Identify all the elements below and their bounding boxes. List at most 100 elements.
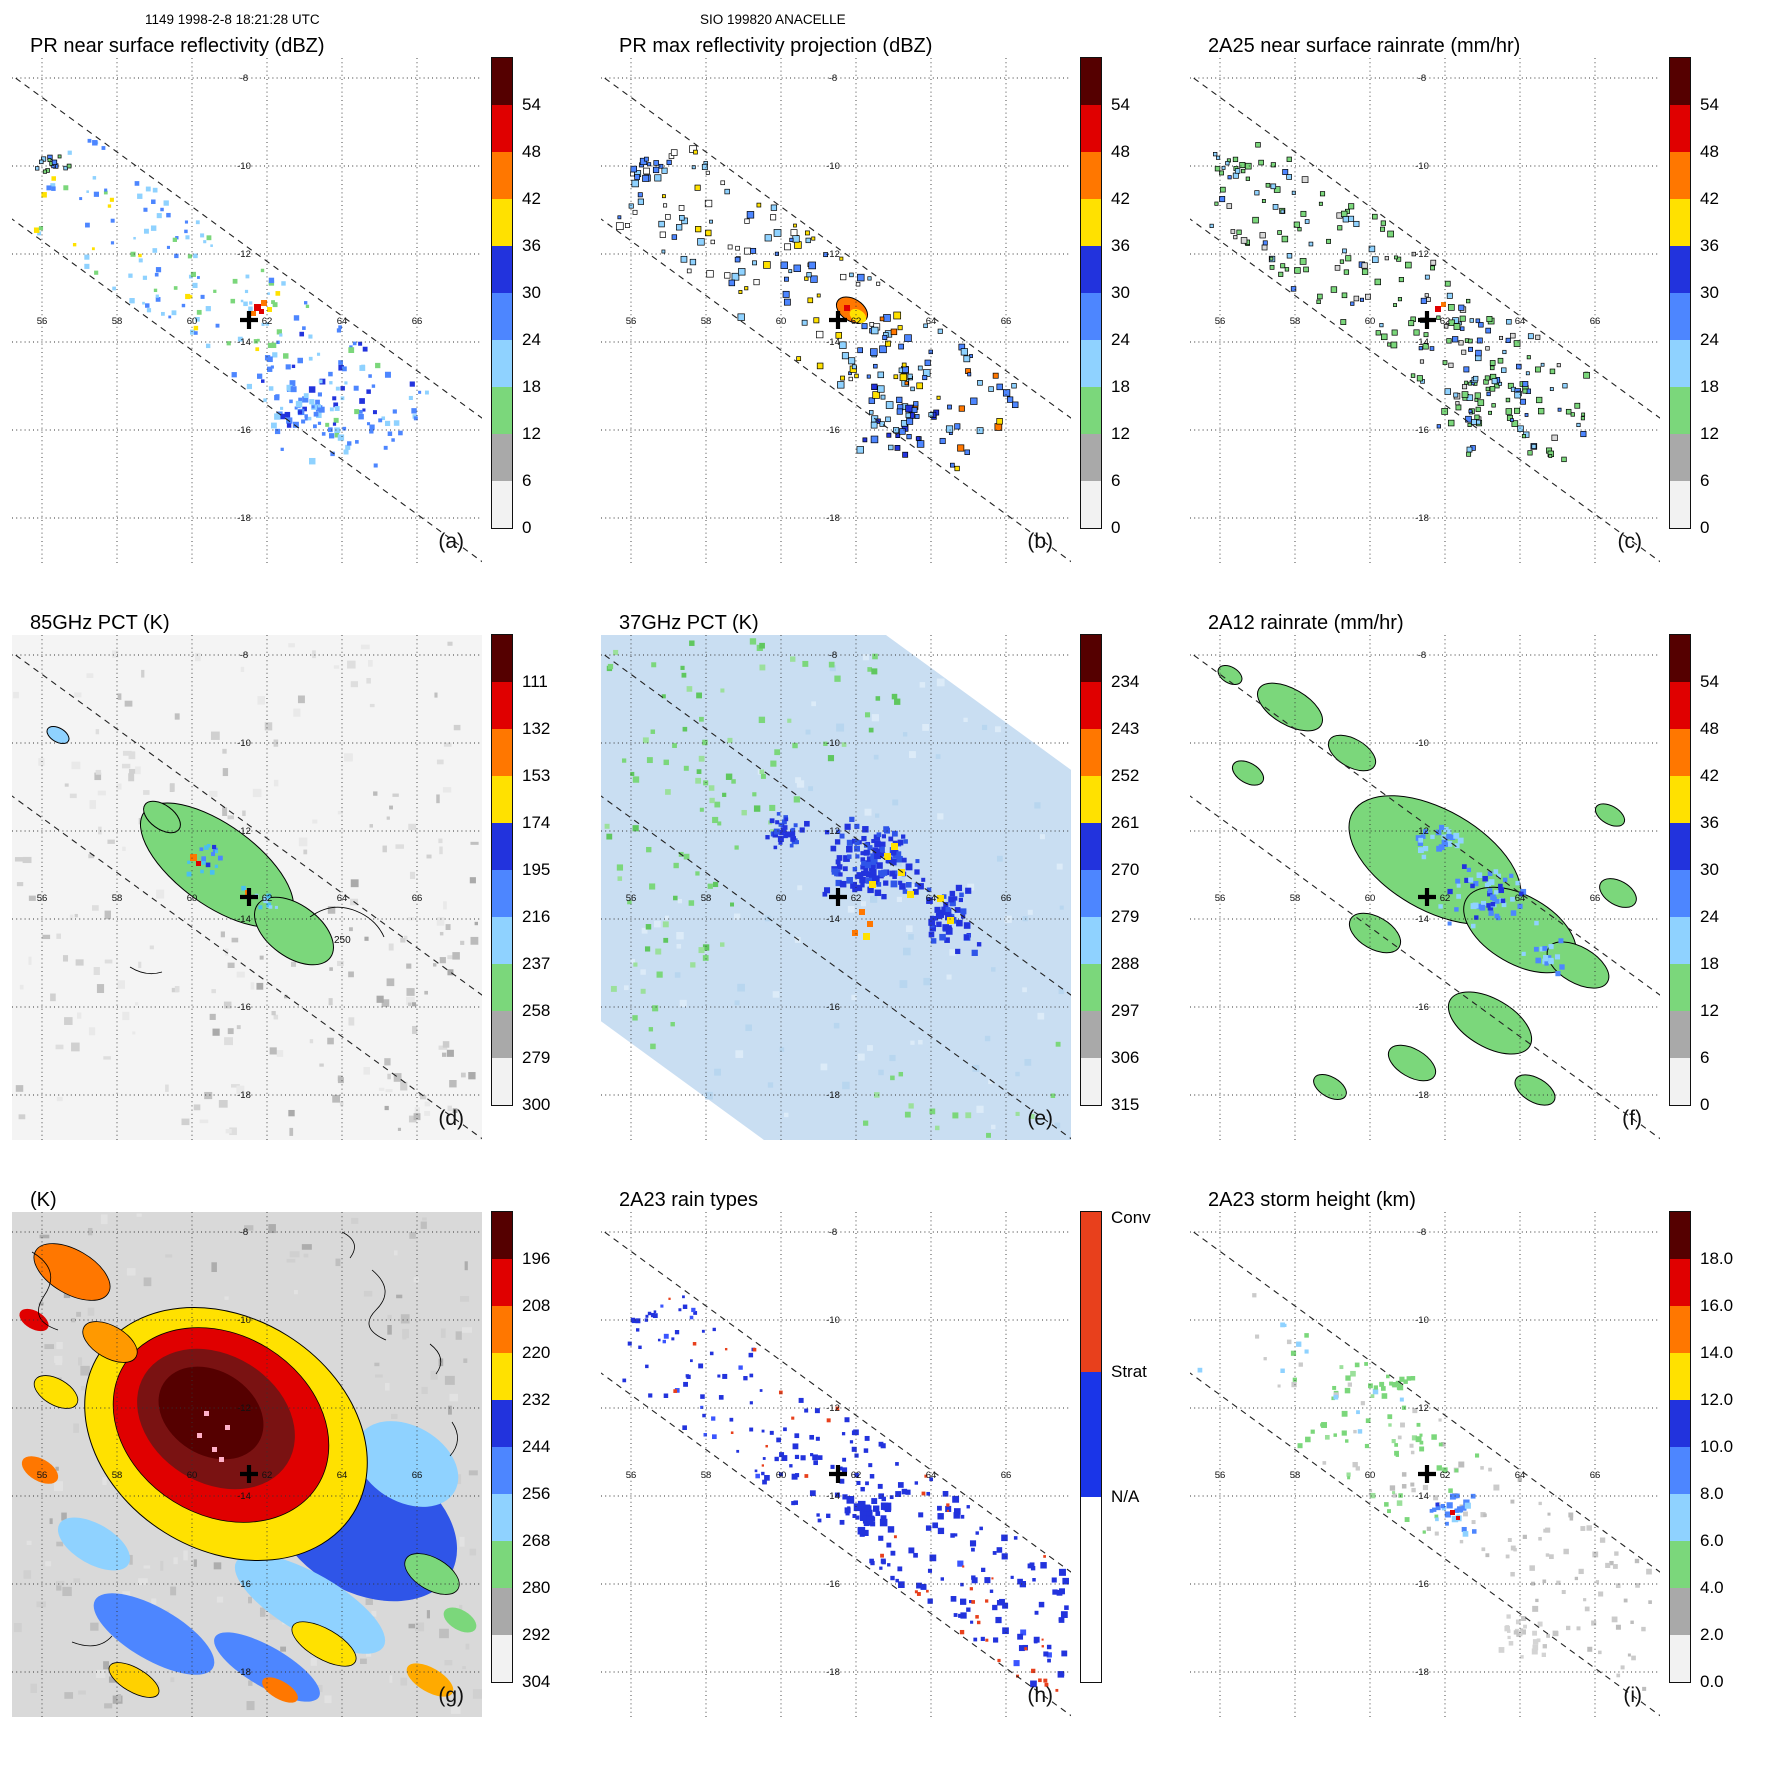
lon-tick-label: 56 [626,893,637,904]
colorbar-tick-label: 280 [522,1578,551,1597]
colorbar-segment [1670,58,1690,105]
colorbar-tick-label: 18 [1700,954,1719,973]
lon-tick-label: 62 [262,893,273,904]
colorbar-segment [492,293,512,340]
colorbar-bar-e [1080,634,1102,1106]
colorbar-tick-label: 252 [1111,766,1140,785]
lat-tick-label: -8 [829,650,837,661]
colorbar-tick-label: 12 [522,424,541,443]
lat-tick-label: -14 [237,337,251,348]
colorbar-segment [492,1353,512,1400]
lon-tick-label: 58 [1290,316,1301,327]
colorbar-segment [492,1588,512,1635]
colorbar-segment [492,1306,512,1353]
panel-g: (K) 56 58 60 62 64 66 -8 -10 -12 -14 -16 -18 (g) 196 20… [4,1188,593,1765]
colorbar-segment [1081,58,1101,105]
colorbar-segment [492,1635,512,1682]
colorbar-tick-label: 48 [522,142,541,161]
colorbar-segment [1670,1447,1690,1494]
lat-tick-label: -14 [1415,337,1429,348]
lat-tick-label: -10 [1415,738,1429,749]
colorbar-tick-label: 30 [522,283,541,302]
colorbar-tick-label: 0 [1700,1095,1710,1114]
header-timestamp: 1149 1998-2-8 18:21:28 UTC [145,12,320,27]
panel-d: 85GHz PCT (K) 56 58 60 62 64 66 -8 -10 -12 -14 -16 -… [4,611,593,1188]
colorbar-tick-label: 279 [522,1048,551,1067]
panel-title-i: 2A23 storm height (km) [1208,1189,1416,1211]
storm-center-marker [829,888,847,906]
map-f: 56 58 60 62 64 66 -8 -10 -12 -14 -16 -18 (f) [1190,635,1660,1140]
colorbar-tick-label: 196 [522,1249,551,1268]
lon-tick-label: 58 [112,316,123,327]
colorbar-segment [1670,434,1690,481]
lat-tick-label: -8 [829,73,837,84]
panel-body-e: 56 58 60 62 64 66 -8 -10 -12 -14 -16 -18 (e) 234 243 25… [593,634,1182,1140]
colorbar-tick-label: 48 [1700,719,1719,738]
colorbar-segment-na [1081,1496,1101,1682]
colorbar-tick-label: 6 [522,471,532,490]
colorbar-segment-conv [1081,1212,1101,1372]
lon-tick-label: 64 [926,316,937,327]
colorbar-segment [492,1541,512,1588]
colorbar-segment [492,1447,512,1494]
colorbar-tick-label: 10.0 [1700,1437,1734,1456]
colorbar-segment [1670,1306,1690,1353]
colorbar-tick-label: 216 [522,907,551,926]
panel-body-a: 56 58 60 62 64 66 -8 -10 -12 -14 -16 -18 (a) 54 48 42 36… [4,57,593,563]
colorbar-tick-label: 300 [522,1095,551,1114]
panel-c: 2A25 near surface rainrate (mm/hr) 56 58 60… [1182,34,1771,611]
panel-letter-label: (b) [1027,530,1053,553]
panel-body-g: 56 58 60 62 64 66 -8 -10 -12 -14 -16 -18 (g) 196 208 22… [4,1211,593,1717]
colorbar-segment [492,340,512,387]
colorbar-segment [492,1400,512,1447]
colorbar-segment [1670,1400,1690,1447]
map-h: 56 58 60 62 64 66 -8 -10 -12 -14 -16 -18 (h) [601,1212,1071,1717]
lat-tick-label: -10 [1415,1315,1429,1326]
lon-tick-label: 60 [187,316,198,327]
colorbar-segment [1670,776,1690,823]
lon-tick-label: 58 [112,893,123,904]
colorbar-tick-label: 18 [522,377,541,396]
lat-tick-label: -18 [1415,513,1429,524]
colorbar-segment [492,917,512,964]
colorbar-segment [1670,387,1690,434]
colorbar-bar-f [1669,634,1691,1106]
colorbar-segment [492,199,512,246]
colorbar-tick-label: 54 [1111,95,1130,114]
colorbar-segment [1081,917,1101,964]
colorbar-g: 196 208 220 232 244 256 268 280 292 304 [491,1211,578,1717]
colorbar-tick-label: 4.0 [1700,1578,1724,1597]
colorbar-tick-label: 270 [1111,860,1140,879]
colorbar-tick-label: 174 [522,813,551,832]
storm-center-marker [240,311,258,329]
colorbar-d: 111 132 153 174 195 216 237 258 279 300 [491,634,578,1140]
header-storm-id: SIO 199820 ANACELLE [700,12,846,27]
colorbar-tick-label: 220 [522,1343,551,1362]
colorbar-segment [1670,1353,1690,1400]
lon-tick-label: 64 [1515,316,1526,327]
lon-tick-label: 56 [1215,1470,1226,1481]
colorbar-f: 54 48 42 36 30 24 18 12 6 0 [1669,634,1756,1140]
colorbar-segment [1081,387,1101,434]
storm-center-marker [829,1465,847,1483]
colorbar-tick-label: 12 [1700,424,1719,443]
lat-tick-label: -12 [826,1403,840,1414]
colorbar-tick-label: 18.0 [1700,1249,1734,1268]
colorbar-tick-label: 18 [1111,377,1130,396]
colorbar-e: 234 243 252 261 270 279 288 297 306 315 [1080,634,1167,1140]
rain-type-label: Conv [1111,1208,1151,1227]
lon-tick-label: 62 [262,316,273,327]
colorbar-segment [492,105,512,152]
map-d: 56 58 60 62 64 66 -8 -10 -12 -14 -16 -18 250 (d) [12,635,482,1140]
lon-tick-label: 62 [1440,316,1451,327]
lat-tick-label: -10 [237,1315,251,1326]
lat-tick-label: -8 [1418,1227,1426,1238]
lat-tick-label: -16 [1415,1002,1429,1013]
panel-title-f: 2A12 rainrate (mm/hr) [1208,612,1404,634]
colorbar-tick-label: 261 [1111,813,1140,832]
colorbar-segment [492,1058,512,1105]
colorbar-tick-label: 54 [1700,95,1719,114]
colorbar-tick-label: 258 [522,1001,551,1020]
panel-title-e: 37GHz PCT (K) [619,612,759,634]
